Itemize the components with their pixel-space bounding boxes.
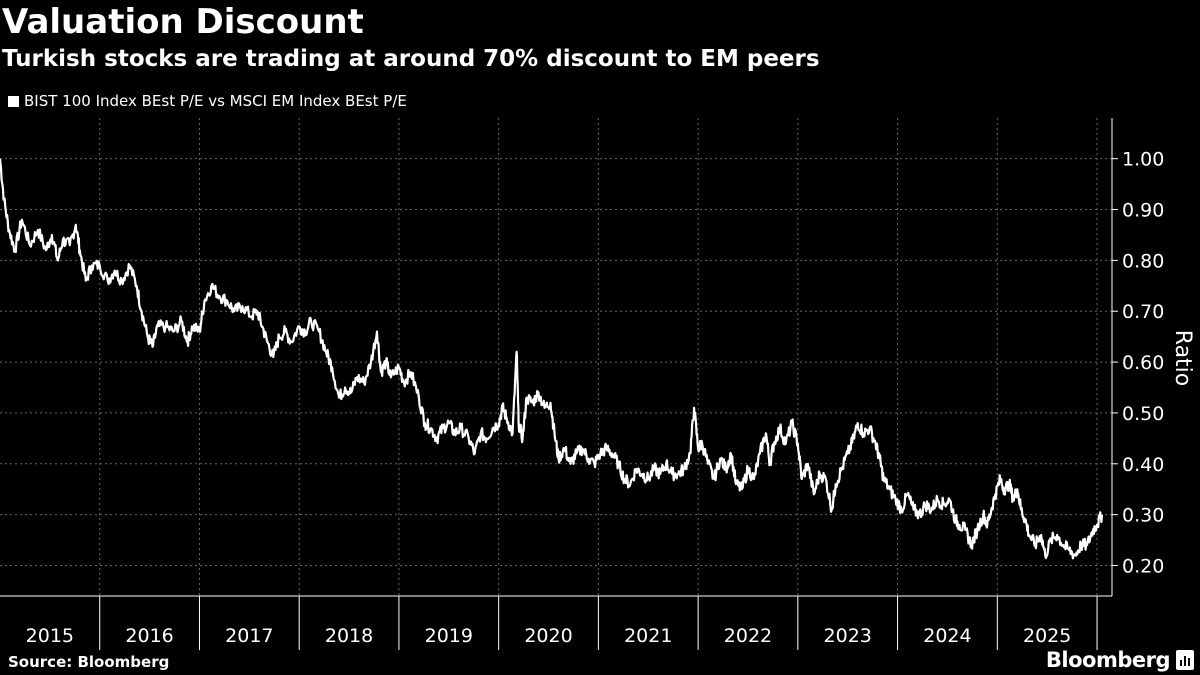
y-tick-label: 1.00 [1122, 149, 1164, 171]
x-tick-label: 2015 [26, 625, 74, 647]
y-tick-label: 0.60 [1122, 352, 1164, 374]
y-tick-label: 0.90 [1122, 200, 1164, 222]
y-axis-label: Ratio [1170, 330, 1195, 386]
x-tick-label: 2017 [225, 625, 273, 647]
x-tick-label: 2024 [923, 625, 971, 647]
series-line [0, 158, 1104, 560]
x-tick-label: 2021 [624, 625, 672, 647]
y-tick-label: 0.40 [1122, 454, 1164, 476]
x-tick-labels: 2015 2016 2017 2018 2019 2020 2021 2022 2023 2024… [26, 625, 1072, 647]
series-layer [0, 158, 1104, 560]
y-tick-label: 0.20 [1122, 555, 1164, 577]
y-tick-label: 0.50 [1122, 403, 1164, 425]
chart-title: Valuation Discount [2, 2, 364, 42]
x-tick-label: 2016 [125, 625, 173, 647]
x-tick-label: 2020 [524, 625, 572, 647]
legend-label: BIST 100 Index BEst P/E vs MSCI EM Index… [24, 92, 407, 110]
x-tick-label: 2025 [1023, 625, 1071, 647]
x-tick-label: 2019 [425, 625, 473, 647]
legend-swatch [8, 95, 19, 107]
legend: BIST 100 Index BEst P/E vs MSCI EM Index… [8, 91, 407, 111]
axes [0, 118, 1118, 650]
y-tick-label: 0.80 [1122, 250, 1164, 272]
y-tick-labels: 0.20 0.30 0.40 0.50 0.60 0.70 0.80 0.90 1.00 [1122, 149, 1164, 578]
y-tick-label: 0.70 [1122, 301, 1164, 323]
x-tick-label: 2018 [325, 625, 373, 647]
y-tick-label: 0.30 [1122, 505, 1164, 527]
gridlines [0, 118, 1112, 596]
bloomberg-terminal-icon [1176, 650, 1194, 670]
chart-subtitle: Turkish stocks are trading at around 70%… [2, 46, 820, 72]
source-note: Source: Bloomberg [8, 653, 170, 671]
x-tick-label: 2022 [724, 625, 772, 647]
x-tick-label: 2023 [824, 625, 872, 647]
brand-logo: Bloomberg [1045, 648, 1171, 672]
